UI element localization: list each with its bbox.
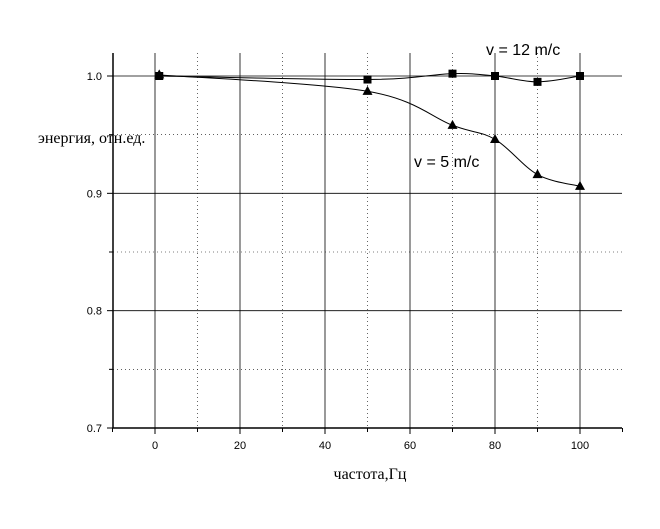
- data-point-triangle: [490, 133, 500, 143]
- data-point-square: [491, 72, 499, 80]
- x-tick-label: 40: [319, 440, 331, 452]
- grid: [113, 53, 622, 428]
- data-point-triangle: [532, 169, 543, 179]
- data-point-square: [448, 69, 457, 78]
- y-tick-label: 0.8: [87, 306, 102, 318]
- data-point-square: [533, 77, 542, 86]
- x-axis-label: частота,Гц: [334, 466, 407, 483]
- x-axis-ticks: 0 20 40 60 80 100: [112, 428, 623, 452]
- series-label-5: v = 5 m/c: [414, 154, 479, 171]
- data-point-triangle: [154, 69, 165, 79]
- x-tick-label: 80: [489, 440, 501, 452]
- y-tick-label: 1.0: [87, 71, 102, 83]
- y-axis-label: энергия, отн.ед.: [38, 130, 145, 147]
- y-axis-ticks: 0.7 0.8 0.9 1.0: [87, 71, 113, 435]
- x-tick-label: 100: [571, 440, 589, 452]
- data-point-square: [363, 75, 372, 84]
- x-tick-label: 0: [152, 440, 158, 452]
- data-point-triangle: [362, 85, 373, 95]
- x-tick-label: 60: [404, 440, 416, 452]
- y-tick-label: 0.9: [87, 188, 102, 200]
- data-point-triangle: [575, 180, 585, 190]
- y-tick-label: 0.7: [87, 423, 102, 435]
- data-point-triangle: [447, 119, 458, 129]
- series-label-12: v = 12 m/c: [486, 42, 560, 59]
- data-point-square: [576, 72, 584, 80]
- x-tick-label: 20: [234, 440, 246, 452]
- series-markers: [154, 69, 585, 190]
